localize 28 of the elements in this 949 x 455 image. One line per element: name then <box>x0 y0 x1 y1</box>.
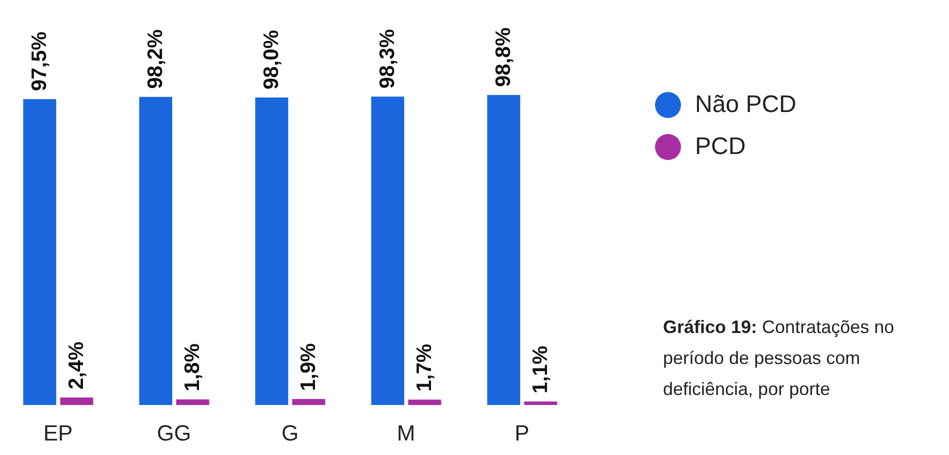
data-label: 1,7% <box>413 343 436 392</box>
x-tick-label: P <box>514 420 530 446</box>
bar <box>524 402 558 405</box>
data-label: 98,2% <box>144 29 168 89</box>
bar <box>255 98 288 405</box>
bar <box>292 399 326 405</box>
legend-label: PCD <box>695 133 746 161</box>
data-label: 97,5% <box>28 31 52 92</box>
data-label: 98,3% <box>376 28 400 89</box>
x-tick-label: EP <box>43 420 73 446</box>
bar <box>371 96 404 405</box>
data-label: 2,4% <box>65 341 88 390</box>
bar <box>139 96 172 405</box>
legend-label: Não PCD <box>695 91 796 119</box>
data-label: 1,1% <box>529 345 552 394</box>
bar <box>176 399 210 405</box>
data-label: 1,9% <box>297 342 320 392</box>
bar <box>408 400 442 405</box>
bar <box>487 95 520 405</box>
data-label: 98,8% <box>492 27 516 87</box>
x-tick-label: GG <box>156 420 192 446</box>
text: Gráfico 19: Contratações no período de pessoas com deficiência, por porte <box>663 317 894 399</box>
x-tick-label: M <box>396 420 416 446</box>
bar <box>23 99 56 405</box>
data-label: 1,8% <box>181 343 204 392</box>
bar <box>60 397 94 405</box>
x-tick-label: G <box>281 420 299 446</box>
data-label: 98,0% <box>260 30 284 90</box>
